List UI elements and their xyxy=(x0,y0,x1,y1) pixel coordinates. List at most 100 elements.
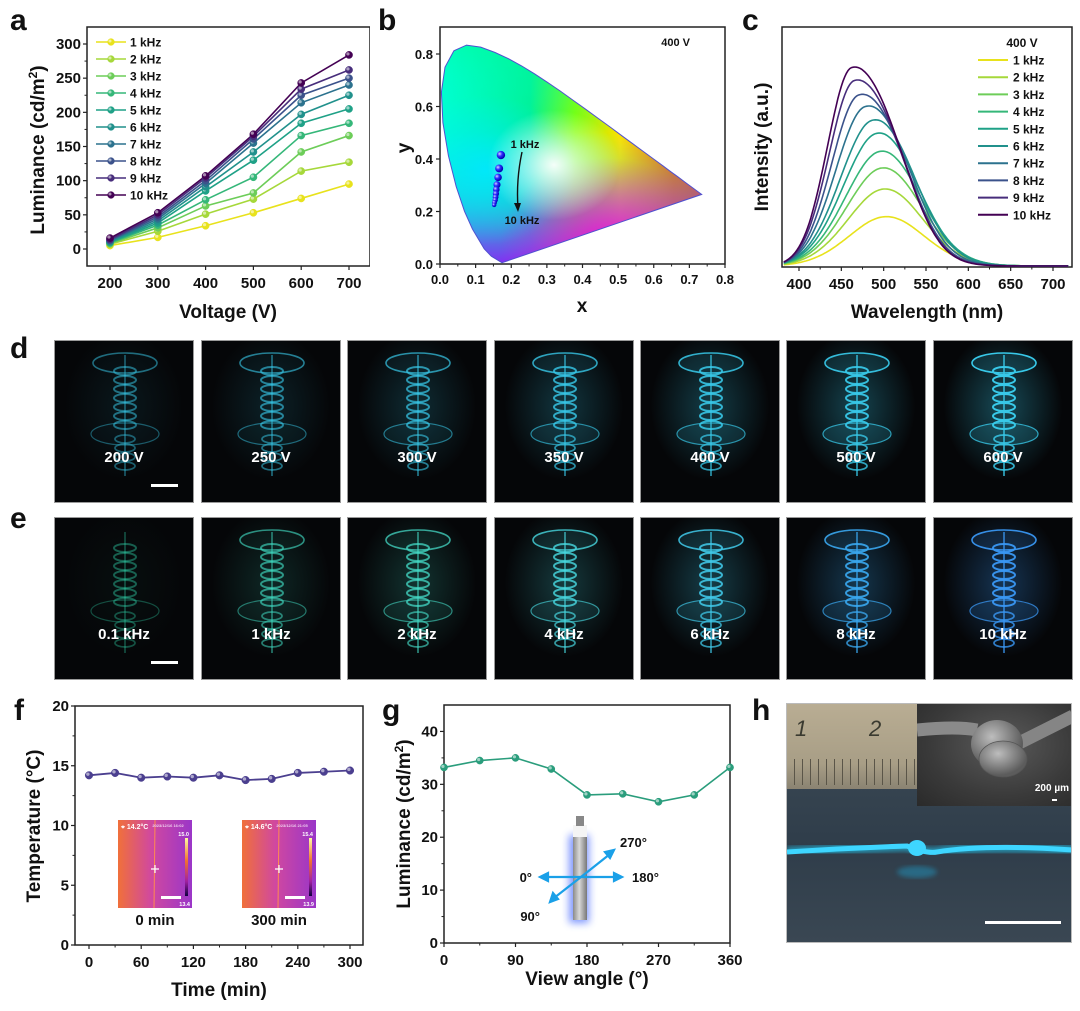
y-tick-label: 40 xyxy=(421,723,438,740)
color-scale-bar xyxy=(185,838,188,896)
ruler: 1 2 xyxy=(787,704,917,789)
data-point-highlight xyxy=(202,223,207,227)
angle-arrows-icon xyxy=(537,848,625,904)
data-point-highlight xyxy=(164,773,168,778)
photo-label: 250 V xyxy=(251,449,291,466)
chart-a-luminance-vs-voltage: 200 300 400 500 600 700 0 50 100 150 200 250 300 1 k… xyxy=(26,26,370,323)
thermal-image-inset: ⌖ 14.2°C 15.0 13.4 2023/12/16 16:02 0 min xyxy=(118,819,192,929)
data-point-highlight xyxy=(346,159,350,163)
legend-label: 3 kHz xyxy=(1013,88,1044,102)
y-tick-label: 15 xyxy=(52,758,69,775)
frequency-photo: 8 kHz xyxy=(786,517,926,680)
legend-label: 7 kHz xyxy=(1013,157,1044,171)
x-axis-label: x xyxy=(577,296,588,317)
chart-g-luminance-vs-angle: 0 90 180 270 360 0 10 20 30 40 0° 90° 180° 270° V… xyxy=(392,704,743,990)
legend-label: 10 kHz xyxy=(130,189,168,203)
y-tick-label: 10 xyxy=(421,882,438,899)
y-axis-label: y xyxy=(394,142,415,153)
data-point-highlight xyxy=(202,197,207,201)
x-tick-label: 0.2 xyxy=(502,272,520,287)
timestamp: 2023/12/16 16:02 xyxy=(152,823,184,828)
y-tick-label: 0.4 xyxy=(415,152,434,167)
data-point-highlight xyxy=(298,168,302,172)
photo-label: 400 V xyxy=(690,449,730,466)
x-tick-label: 0.4 xyxy=(573,272,592,287)
fiber-trace xyxy=(277,819,280,909)
data-point-highlight xyxy=(107,235,111,239)
data-point-highlight xyxy=(108,107,112,111)
data-point-highlight xyxy=(108,39,112,43)
y-tick-label: 0 xyxy=(73,241,81,258)
data-point-highlight xyxy=(294,770,299,774)
data-point-highlight xyxy=(216,772,221,776)
series-line xyxy=(109,77,350,241)
data-point-highlight xyxy=(548,766,552,770)
viewing-angle-inset: 0° 90° 180° 270° xyxy=(520,816,659,924)
y-tick-label: 300 xyxy=(56,36,81,53)
fiber-core xyxy=(576,816,584,826)
data-point-highlight xyxy=(584,792,588,796)
y-tick-label: 0 xyxy=(430,935,438,952)
glowing-fiber xyxy=(787,840,1071,878)
series-line xyxy=(109,54,350,239)
data-point-highlight xyxy=(346,132,350,137)
angle-label-270: 270° xyxy=(620,835,647,850)
series-line xyxy=(109,122,350,244)
y-axis-label: Temperature (°C) xyxy=(24,750,45,903)
scale-bar xyxy=(161,896,181,899)
arrow-end-label: 10 kHz xyxy=(505,215,540,227)
data-point-highlight xyxy=(347,767,351,772)
y-tick-label: 5 xyxy=(61,877,69,894)
trend-arrow-head xyxy=(514,203,521,212)
y-tick-label: 150 xyxy=(56,139,81,156)
data-point-highlight xyxy=(250,131,254,135)
data-point-highlight xyxy=(108,124,112,128)
data-point-highlight xyxy=(620,791,624,795)
x-tick-label: 600 xyxy=(956,276,981,293)
x-tick-label: 550 xyxy=(913,276,938,293)
color-scale-bar xyxy=(309,838,312,896)
legend-label: 3 kHz xyxy=(130,70,161,84)
legend-label: 6 kHz xyxy=(1013,140,1044,154)
y-tick-label: 10 xyxy=(52,818,69,835)
data-point-highlight xyxy=(250,149,254,153)
cie-point xyxy=(495,164,504,173)
legend-label: 9 kHz xyxy=(130,172,161,186)
voltage-photo: 200 V xyxy=(54,340,194,503)
x-tick-label: 180 xyxy=(574,952,599,969)
y-tick-label: 50 xyxy=(64,207,81,224)
voltage-photo: 600 V xyxy=(933,340,1073,503)
voltage-photo: 300 V xyxy=(347,340,487,503)
panel-label-h: h xyxy=(752,694,771,727)
photo-label: 8 kHz xyxy=(836,626,876,643)
data-point-highlight xyxy=(155,234,159,238)
frequency-photo: 0.1 kHz xyxy=(54,517,194,680)
data-point-highlight xyxy=(250,210,254,214)
data-point-highlight xyxy=(190,774,194,779)
y-tick-label: 20 xyxy=(421,829,438,846)
panel-label-c: c xyxy=(742,4,759,37)
legend-label: 7 kHz xyxy=(130,138,161,152)
thermal-image-inset: ⌖ 14.6°C 15.4 13.9 2023/12/16 21:05 300 min xyxy=(242,819,316,929)
panel-label-g: g xyxy=(382,694,401,727)
frequency-photo: 4 kHz xyxy=(494,517,634,680)
photo-label: 500 V xyxy=(836,449,876,466)
photo-label: 1 kHz xyxy=(251,626,291,643)
x-tick-label: 360 xyxy=(717,952,742,969)
frequency-photo: 2 kHz xyxy=(347,517,487,680)
chart-c-el-spectra: 400 450 500 550 600 650 700 1 kHz 2 kHz 3 kHz 4 k… xyxy=(752,26,1073,323)
series-line xyxy=(109,84,350,242)
photo-label: 4 kHz xyxy=(544,626,584,643)
x-tick-label: 0.1 xyxy=(467,272,485,287)
data-point-highlight xyxy=(108,158,112,162)
data-point-highlight xyxy=(298,86,302,90)
inset-caption: 0 min xyxy=(135,912,174,929)
data-point-highlight xyxy=(202,211,207,215)
scale-max-label: 15.0 xyxy=(178,832,189,838)
data-point-highlight xyxy=(727,764,731,768)
data-point-highlight xyxy=(298,149,302,153)
ruler-mark-2: 2 xyxy=(869,716,882,741)
temperature-readout: ⌖ 14.2°C xyxy=(120,823,148,831)
angle-label-0: 0° xyxy=(520,870,532,885)
crosshair-icon xyxy=(151,865,159,873)
